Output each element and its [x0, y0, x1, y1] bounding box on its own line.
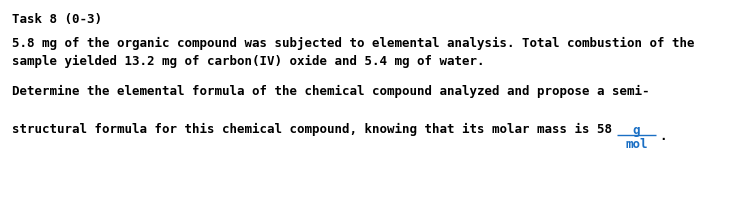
Text: mol: mol: [625, 137, 648, 150]
Text: Task 8 (0-3): Task 8 (0-3): [12, 13, 102, 26]
Text: .: .: [659, 129, 667, 142]
Text: 5.8 mg of the organic compound was subjected to elemental analysis. Total combus: 5.8 mg of the organic compound was subje…: [12, 37, 694, 50]
Text: Determine the elemental formula of the chemical compound analyzed and propose a : Determine the elemental formula of the c…: [12, 85, 649, 98]
Text: g: g: [633, 123, 640, 136]
Text: structural formula for this chemical compound, knowing that its molar mass is 58: structural formula for this chemical com…: [12, 122, 619, 135]
Text: sample yielded 13.2 mg of carbon(IV) oxide and 5.4 mg of water.: sample yielded 13.2 mg of carbon(IV) oxi…: [12, 55, 485, 68]
